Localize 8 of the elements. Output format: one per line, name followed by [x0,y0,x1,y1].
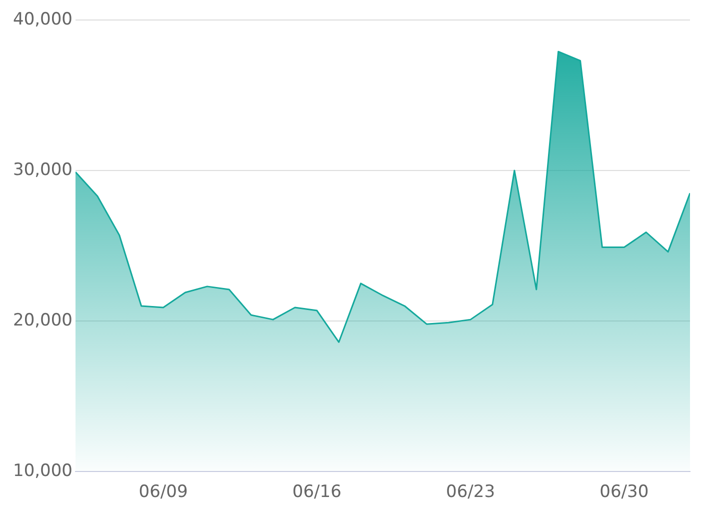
y-tick-label: 30,000 [13,160,72,180]
x-tick-label: 06/30 [600,482,649,502]
y-tick-label: 40,000 [13,9,72,30]
x-tick-label: 06/16 [292,482,342,502]
y-tick-label: 20,000 [13,310,72,330]
y-tick-label: 10,000 [13,461,72,482]
x-tick-label: 06/23 [446,482,496,502]
x-tick-label: 06/09 [138,482,188,502]
